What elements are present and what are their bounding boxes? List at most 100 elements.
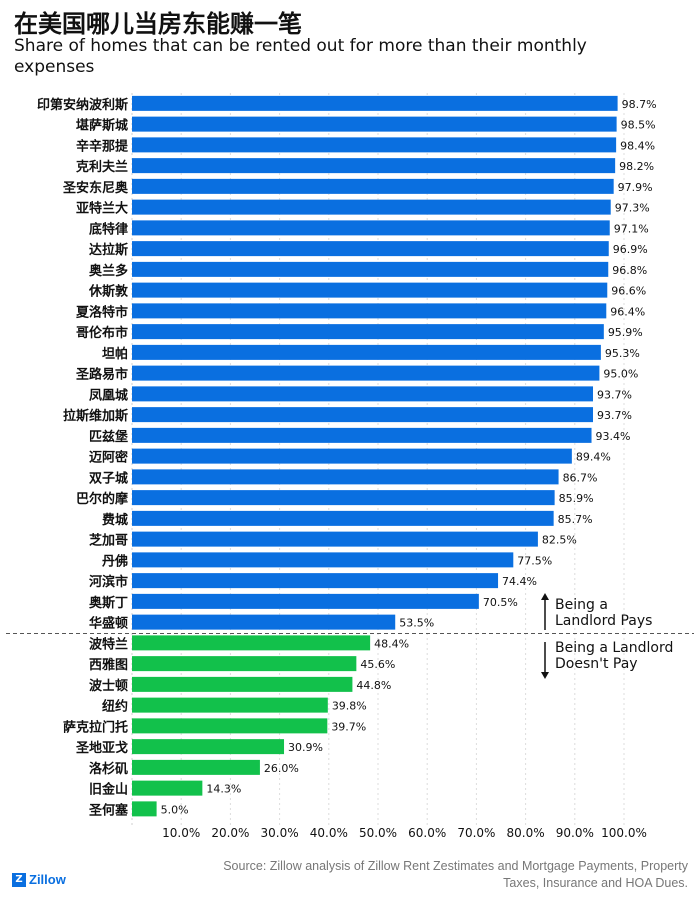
category-label: 纽约	[102, 699, 128, 715]
category-label: 萨克拉门托	[63, 719, 128, 735]
category-label: 丹佛	[102, 553, 128, 569]
value-label: 95.3%	[605, 347, 640, 360]
category-label: 圣地亚戈	[76, 740, 128, 756]
category-label: 夏洛特市	[75, 304, 128, 320]
category-label: 拉斯维加斯	[63, 408, 128, 424]
bar	[132, 531, 538, 547]
category-label: 辛辛那提	[76, 138, 129, 154]
value-label: 98.2%	[619, 160, 654, 173]
category-label: 西雅图	[89, 657, 128, 673]
x-tick-label: 70.0%	[457, 826, 495, 840]
value-label: 39.8%	[332, 700, 367, 713]
value-label: 48.4%	[374, 637, 409, 650]
bar	[132, 490, 555, 506]
bar	[132, 199, 611, 215]
annotation-pays-line2: Landlord Pays	[555, 613, 652, 629]
value-label: 89.4%	[576, 451, 611, 464]
category-label: 克利夫兰	[76, 159, 128, 175]
bar	[132, 573, 499, 589]
annotation-pays-line1: Being a	[555, 597, 608, 613]
category-label: 巴尔的摩	[76, 491, 129, 507]
value-label: 53.5%	[399, 617, 434, 630]
category-label: 波特兰	[89, 636, 128, 652]
category-label: 坦帕	[102, 346, 128, 362]
x-tick-label: 10.0%	[162, 826, 200, 840]
bar	[132, 780, 203, 796]
bar	[132, 801, 157, 817]
bar	[132, 759, 260, 775]
bar	[132, 344, 601, 360]
chart-subtitle: Share of homes that can be rented out fo…	[14, 36, 587, 77]
bar	[132, 469, 559, 485]
category-label: 迈阿密	[89, 450, 128, 466]
zillow-logo-icon: Z	[12, 872, 26, 887]
bar	[132, 282, 608, 298]
bar	[132, 552, 514, 568]
source-note: Source: Zillow analysis of Zillow Rent Z…	[223, 859, 688, 890]
bar	[132, 739, 285, 755]
value-label: 70.5%	[483, 596, 518, 609]
bar	[132, 718, 328, 734]
bar	[132, 365, 600, 381]
zillow-logo: Z Zillow	[12, 872, 66, 887]
category-labels: 印第安纳波利斯堪萨斯城辛辛那提克利夫兰圣安东尼奥亚特兰大底特律达拉斯奥兰多休斯敦…	[37, 97, 129, 819]
annotations: Being a Landlord Pays Being a Landlord D…	[541, 593, 673, 679]
value-label: 86.7%	[563, 471, 598, 484]
value-label: 96.9%	[613, 243, 648, 256]
bar	[132, 635, 371, 651]
category-label: 华盛顿	[89, 616, 128, 632]
category-label: 洛杉矶	[89, 761, 128, 777]
category-label: 圣安东尼奥	[63, 180, 129, 196]
value-label: 98.7%	[622, 98, 657, 111]
bar	[132, 261, 609, 277]
arrow-down-icon	[541, 642, 549, 679]
category-label: 奥兰多	[89, 263, 128, 279]
bars	[132, 95, 618, 817]
category-label: 圣何塞	[89, 802, 129, 818]
value-label: 30.9%	[288, 741, 323, 754]
bar	[132, 427, 592, 443]
bar	[132, 407, 594, 423]
value-label: 26.0%	[264, 762, 299, 775]
category-label: 凤凰城	[89, 387, 128, 403]
bar	[132, 158, 616, 174]
annotation-doesnt-pay-line1: Being a Landlord	[555, 640, 673, 656]
value-label: 97.9%	[618, 181, 653, 194]
value-label: 39.7%	[331, 720, 366, 733]
value-label: 97.1%	[614, 222, 649, 235]
value-label: 93.7%	[597, 388, 632, 401]
category-label: 堪萨斯城	[76, 118, 128, 134]
x-tick-label: 20.0%	[211, 826, 249, 840]
category-label: 匹兹堡	[89, 429, 128, 445]
annotation-doesnt-pay-line2: Doesn't Pay	[555, 656, 638, 672]
bar	[132, 137, 617, 153]
value-label: 45.6%	[360, 658, 395, 671]
value-labels: 98.7% 98.5% 98.4% 98.2% 97.9% 97.3% 97.1% 96.9%…	[161, 98, 657, 817]
category-label: 河滨市	[89, 574, 128, 590]
bar	[132, 220, 610, 236]
value-label: 98.5%	[621, 119, 656, 132]
value-label: 44.8%	[356, 679, 391, 692]
bar	[132, 656, 357, 672]
bar	[132, 241, 609, 257]
value-label: 97.3%	[615, 202, 650, 215]
bar	[132, 116, 617, 132]
bar	[132, 448, 572, 464]
category-label: 底特律	[89, 221, 128, 237]
x-tick-label: 40.0%	[310, 826, 348, 840]
value-label: 93.7%	[597, 409, 632, 422]
value-label: 96.8%	[612, 264, 647, 277]
x-tick-label: 30.0%	[261, 826, 299, 840]
x-tick-label: 50.0%	[359, 826, 397, 840]
value-label: 5.0%	[161, 803, 189, 816]
value-label: 82.5%	[542, 534, 577, 547]
zillow-logo-text: Zillow	[29, 872, 66, 887]
category-label: 芝加哥	[89, 533, 128, 549]
bar	[132, 95, 618, 111]
value-label: 95.9%	[608, 326, 643, 339]
value-label: 77.5%	[517, 554, 552, 567]
category-label: 奥斯丁	[89, 595, 128, 611]
x-tick-label: 60.0%	[408, 826, 446, 840]
category-label: 圣路易市	[76, 367, 128, 383]
